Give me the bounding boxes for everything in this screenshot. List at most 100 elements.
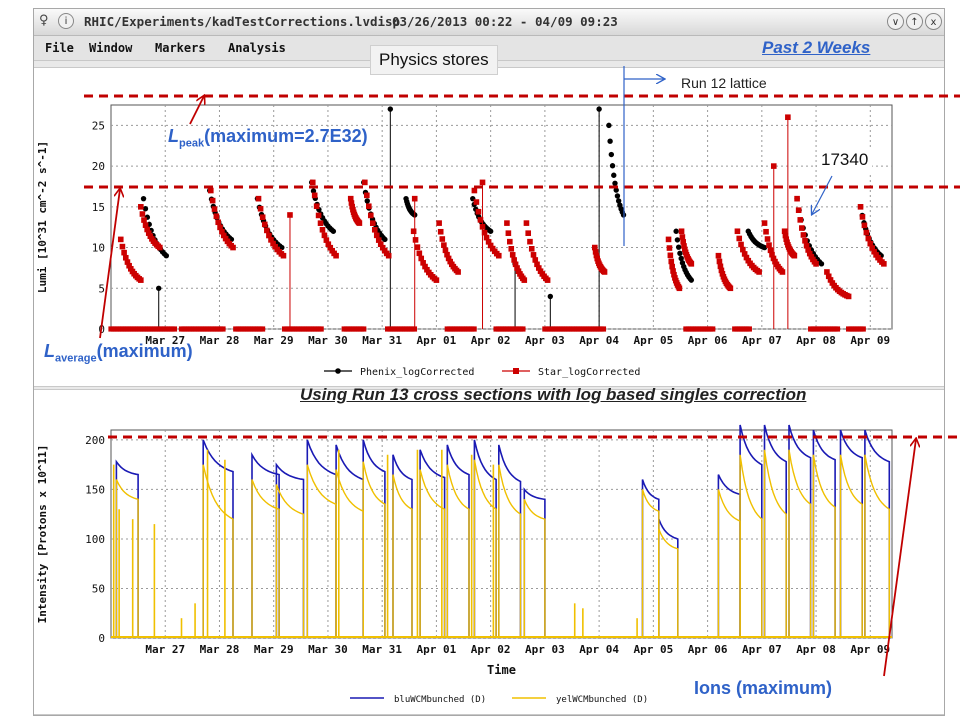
data-point — [259, 326, 266, 332]
data-point — [612, 180, 618, 186]
data-point — [547, 293, 554, 300]
data-point — [287, 212, 293, 218]
data-point — [439, 236, 446, 242]
intensity-trace — [202, 464, 234, 638]
data-point — [455, 269, 461, 275]
data-point — [535, 265, 542, 271]
data-point — [145, 230, 152, 236]
x-tick-label: Apr 09 — [850, 334, 890, 347]
chevron-down-icon[interactable]: ∨ — [887, 13, 904, 30]
legend-swatch-marker — [513, 368, 519, 374]
intensity-trace — [763, 424, 787, 638]
intensity-trace — [446, 444, 470, 638]
menu-analysis[interactable]: Analysis — [228, 41, 286, 55]
legend-label-phenix: Phenix_logCorrected — [360, 367, 474, 378]
x-tick-label: Apr 08 — [796, 334, 836, 347]
data-point — [367, 212, 374, 219]
data-point — [373, 232, 380, 239]
data-point — [674, 237, 681, 243]
data-point — [676, 285, 683, 292]
x-tick-label: Apr 01 — [417, 643, 457, 656]
data-point — [681, 243, 687, 249]
intensity-trace — [839, 454, 863, 638]
data-point — [544, 277, 551, 283]
data-point — [688, 261, 695, 267]
data-point — [219, 228, 225, 235]
data-point — [861, 222, 868, 229]
data-point — [264, 227, 270, 234]
x-tick-label: Apr 01 — [417, 334, 457, 347]
data-point — [769, 251, 775, 258]
data-point — [677, 250, 683, 256]
data-point — [666, 245, 673, 251]
data-point — [688, 277, 695, 283]
intensity-trace — [275, 462, 305, 638]
x-tick-label: Mar 29 — [254, 643, 294, 656]
data-point — [734, 228, 741, 235]
data-point — [473, 199, 480, 205]
intensity-trace — [763, 449, 787, 638]
intensity-trace — [788, 449, 812, 638]
data-point — [117, 236, 124, 243]
data-point — [385, 252, 392, 259]
title-bar[interactable]: ♀ i RHIC/Experiments/kadTestCorrections.… — [34, 9, 944, 36]
data-point — [600, 326, 607, 332]
data-point — [207, 187, 214, 194]
data-point — [727, 285, 734, 292]
data-point — [356, 220, 363, 226]
data-point — [746, 326, 752, 332]
menu-file[interactable]: File — [45, 41, 74, 55]
data-point — [257, 205, 264, 212]
data-point — [803, 242, 810, 249]
legend-label-blue: bluWCMbunched (D) — [394, 695, 486, 705]
data-point — [157, 244, 163, 251]
close-icon[interactable]: x — [925, 13, 942, 30]
data-point — [375, 237, 382, 243]
data-point — [364, 192, 370, 199]
maximize-icon[interactable]: ↑ — [906, 13, 923, 30]
data-point — [715, 252, 722, 259]
data-point — [508, 246, 515, 252]
data-point — [211, 206, 218, 212]
x-tick-label: Apr 03 — [525, 334, 565, 347]
past-two-weeks-link[interactable]: Past 2 Weeks — [762, 38, 871, 57]
data-point — [802, 237, 808, 244]
data-point — [317, 220, 324, 226]
data-point — [797, 217, 804, 223]
data-point — [323, 237, 330, 243]
data-point — [416, 250, 423, 257]
data-point — [124, 259, 131, 265]
data-point — [369, 220, 376, 226]
data-point — [667, 252, 674, 259]
data-point — [609, 163, 616, 169]
data-point — [487, 228, 494, 234]
laverage-label: Laverage(maximum) — [44, 341, 193, 365]
x-tick-label: Apr 03 — [525, 643, 565, 656]
data-point — [824, 269, 830, 275]
intensity-trace — [498, 444, 522, 638]
data-point — [371, 226, 378, 233]
intensity-trace — [523, 487, 546, 638]
data-point — [348, 200, 355, 206]
luminosity-chart: 0 5 10 15 20 25 Mar 27 Mar 28 Mar 29 Mar 30 Mar 31… — [36, 104, 893, 378]
menu-markers[interactable]: Markers — [155, 41, 206, 55]
data-point — [719, 271, 726, 277]
data-point — [411, 195, 418, 202]
data-point — [592, 249, 599, 255]
y-tick-label: 100 — [85, 533, 105, 546]
intensity-trace — [202, 439, 234, 638]
legend-label-yellow: yelWCMbunched (D) — [556, 695, 648, 705]
window-title: RHIC/Experiments/kadTestCorrections.lvdi… — [84, 14, 401, 29]
legend-label-star: Star_logCorrected — [538, 367, 640, 378]
data-point — [121, 249, 127, 256]
data-point — [806, 250, 813, 257]
data-point — [433, 277, 440, 283]
menu-window[interactable]: Window — [89, 41, 133, 55]
data-point — [471, 187, 478, 194]
data-point — [785, 114, 791, 121]
data-point — [601, 269, 608, 275]
time-range: 03/26/2013 00:22 - 04/09 09:23 — [392, 14, 618, 29]
data-point — [382, 236, 388, 243]
data-point — [156, 285, 162, 291]
info-icon[interactable]: i — [58, 13, 74, 29]
